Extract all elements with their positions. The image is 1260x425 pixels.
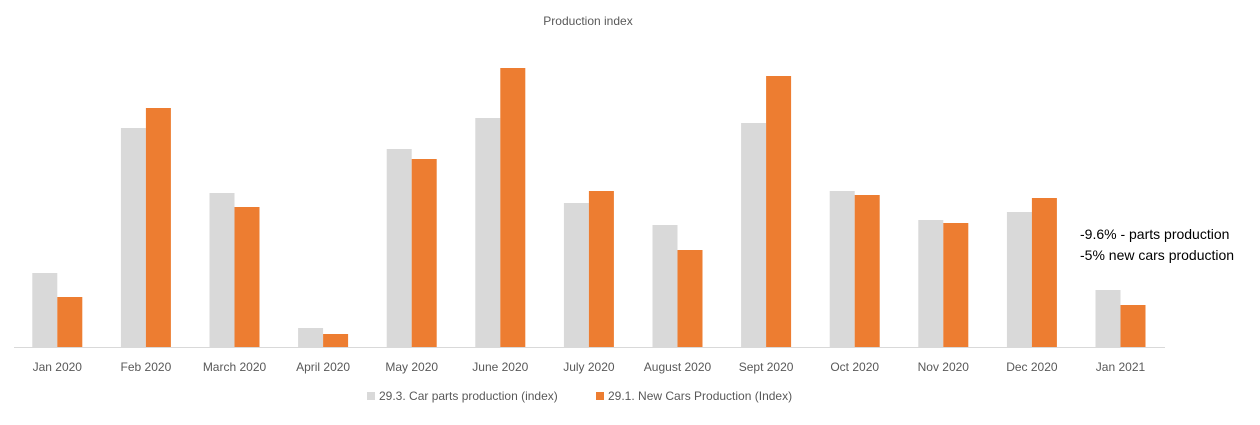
bar-new-cars-11 <box>1031 198 1057 347</box>
x-tick-label: Nov 2020 <box>918 360 970 374</box>
bar-new-cars-5 <box>500 68 526 347</box>
bar-new-cars-3 <box>323 334 349 347</box>
bar-car-parts-0 <box>32 273 58 347</box>
bar-car-parts-3 <box>298 328 324 347</box>
x-tick-label: Dec 2020 <box>1006 360 1058 374</box>
legend-swatch-new-cars <box>596 392 604 400</box>
legend-label-new-cars: 29.1. New Cars Production (Index) <box>608 389 792 403</box>
x-tick-label: Feb 2020 <box>121 360 172 374</box>
bar-new-cars-0 <box>57 297 83 347</box>
x-tick-label: April 2020 <box>296 360 350 374</box>
legend-label-car-parts: 29.3. Car parts production (index) <box>379 389 558 403</box>
bar-car-parts-12 <box>1095 290 1121 347</box>
x-tick-label: Sept 2020 <box>739 360 794 374</box>
x-tick-label: May 2020 <box>385 360 438 374</box>
bar-car-parts-6 <box>563 203 589 347</box>
bar-new-cars-1 <box>145 108 171 347</box>
x-tick-label: March 2020 <box>203 360 267 374</box>
x-tick-label: Jan 2021 <box>1096 360 1146 374</box>
bar-new-cars-9 <box>854 195 880 347</box>
x-tick-label: July 2020 <box>563 360 615 374</box>
bar-new-cars-2 <box>234 207 260 347</box>
bar-new-cars-7 <box>677 250 703 347</box>
bar-car-parts-9 <box>829 191 855 347</box>
x-tick-label: August 2020 <box>644 360 712 374</box>
bar-car-parts-10 <box>918 220 944 347</box>
legend-swatch-car-parts <box>367 392 375 400</box>
x-tick-label: Oct 2020 <box>830 360 879 374</box>
legend: 29.3. Car parts production (index) 29.1.… <box>367 389 792 403</box>
bar-new-cars-4 <box>411 159 437 347</box>
bar-car-parts-4 <box>386 149 412 347</box>
chart-title: Production index <box>543 14 632 28</box>
bar-new-cars-8 <box>766 76 792 347</box>
bar-new-cars-12 <box>1120 305 1146 347</box>
x-tick-label: Jan 2020 <box>33 360 83 374</box>
annotation-new-cars: -5% new cars production <box>1080 247 1234 263</box>
bar-car-parts-11 <box>1006 212 1032 347</box>
bar-new-cars-10 <box>943 223 969 347</box>
x-tick-label: June 2020 <box>472 360 528 374</box>
bar-car-parts-2 <box>209 193 235 347</box>
bar-car-parts-5 <box>475 118 501 347</box>
bar-new-cars-6 <box>588 191 614 347</box>
annotation-parts: -9.6% - parts production <box>1080 226 1229 242</box>
bar-car-parts-7 <box>652 225 678 347</box>
bar-car-parts-1 <box>120 128 146 347</box>
bar-car-parts-8 <box>741 123 767 347</box>
